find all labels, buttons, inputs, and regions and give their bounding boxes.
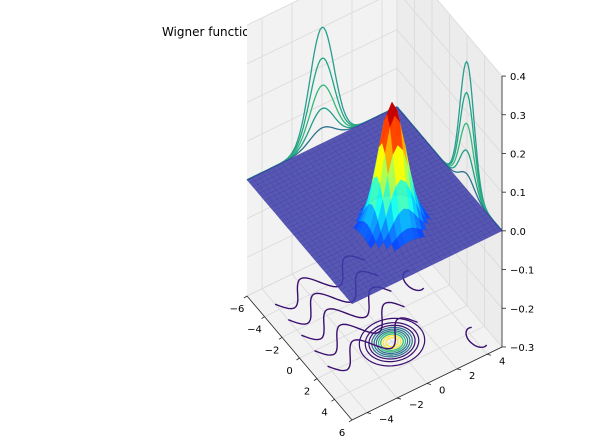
x-tick-label: 4 xyxy=(321,407,327,418)
contour-ring xyxy=(375,330,409,355)
z-tick-label: −0.2 xyxy=(510,304,534,315)
x-axis-ticks: −6−4−2 0 24 6 xyxy=(230,295,353,439)
x-tick-mark xyxy=(313,378,318,381)
x-tick-label: −2 xyxy=(265,345,280,356)
y-axis-ticks: −4 −2 0 2 4 xyxy=(366,353,505,426)
x-tick-label: −4 xyxy=(247,325,262,336)
y-tick-mark xyxy=(396,397,402,400)
z-tick-label: 0.4 xyxy=(510,72,526,83)
contour-ring xyxy=(380,333,404,352)
x-tick-label: 2 xyxy=(304,387,310,398)
x-tick-label: 6 xyxy=(339,428,345,439)
wigner-surface xyxy=(246,101,503,305)
grid-line xyxy=(246,0,503,116)
x-tick-mark xyxy=(261,316,265,319)
y-tick-label: 2 xyxy=(469,371,475,382)
x-tick-mark xyxy=(348,419,353,423)
grid-line xyxy=(246,0,503,77)
surface-patch xyxy=(348,297,358,305)
y-tick-mark xyxy=(486,353,492,356)
contour-ring xyxy=(377,331,407,353)
x-tick-label: 0 xyxy=(286,366,292,377)
z-tick-label: 0.1 xyxy=(510,188,526,199)
contour-ring xyxy=(373,328,411,356)
x-tick-label: −6 xyxy=(230,304,245,315)
z-tick-label: 0.2 xyxy=(510,149,526,160)
y-tick-label: −2 xyxy=(409,400,424,411)
wavy-contour xyxy=(327,317,418,372)
z-axis-ticks: −0.3 −0.2 −0.1 0.0 0.1 0.2 0.3 0.4 xyxy=(502,72,534,354)
contour-ring xyxy=(371,326,413,358)
z-tick-label: 0.3 xyxy=(510,111,526,122)
contour-ring xyxy=(364,322,420,363)
x-tick-mark xyxy=(243,295,248,299)
y-tick-label: 0 xyxy=(439,385,445,396)
z-tick-label: −0.1 xyxy=(510,266,534,277)
z-tick-label: −0.3 xyxy=(510,343,534,354)
contour-ring xyxy=(358,317,426,367)
y-tick-mark xyxy=(366,412,372,415)
wavy-contour xyxy=(314,301,405,356)
arc-contour xyxy=(465,326,488,349)
y-tick-label: 4 xyxy=(499,356,505,367)
contour-ring xyxy=(368,324,416,360)
y-tick-mark xyxy=(456,368,462,371)
x-tick-mark xyxy=(278,336,283,340)
y-tick-label: −4 xyxy=(379,415,394,426)
z-tick-label: 0.0 xyxy=(510,227,526,238)
x-tick-mark xyxy=(296,357,300,361)
y-tick-mark xyxy=(426,383,432,385)
x-tick-mark xyxy=(331,398,335,402)
contour-ring xyxy=(385,337,399,348)
grid-line xyxy=(246,29,503,154)
